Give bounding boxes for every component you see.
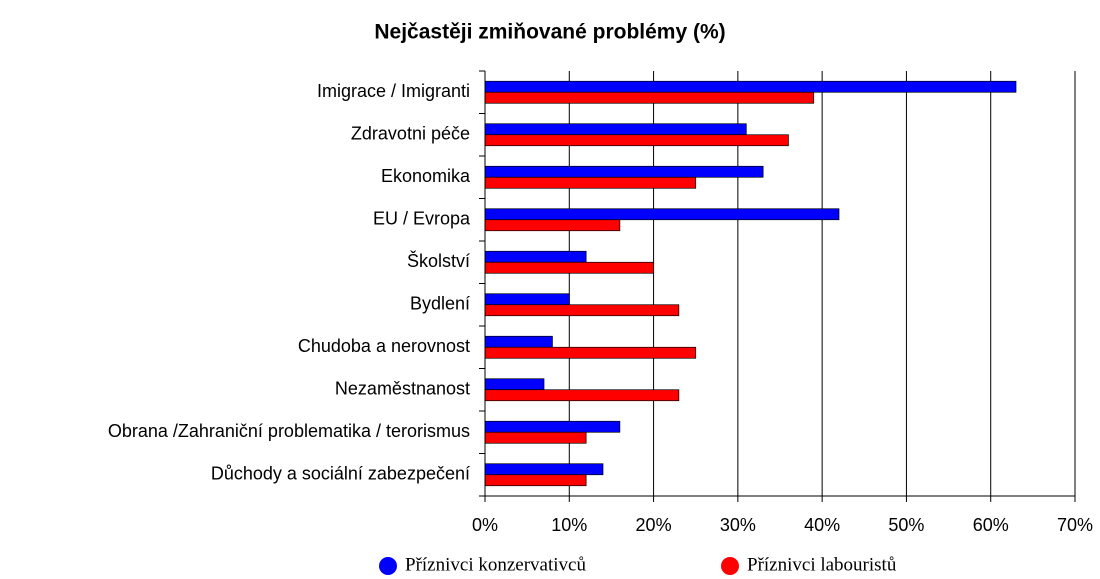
bar	[484, 378, 545, 391]
x-tick-label: 50%	[888, 515, 924, 535]
y-tick-label: Školství	[407, 250, 470, 271]
y-tick-label: Chudoba a nerovnost	[298, 336, 470, 356]
y-tick-label: Zdravotni péče	[351, 124, 470, 144]
bar	[484, 219, 621, 232]
bar	[484, 250, 587, 263]
bar	[484, 80, 1017, 93]
y-tick-label: Ekonomika	[381, 166, 471, 186]
bar	[484, 431, 587, 444]
legend-label: Příznivci labouristů	[747, 554, 897, 575]
x-tick-label: 40%	[804, 515, 840, 535]
bar	[484, 463, 604, 476]
y-tick-label: EU / Evropa	[373, 209, 471, 229]
x-tick-label: 10%	[551, 515, 587, 535]
x-tick-label: 0%	[472, 515, 498, 535]
bar	[484, 335, 553, 348]
chart-title: Nejčastěji zmiňované problémy (%)	[374, 21, 725, 44]
y-tick-label: Důchody a sociální zabezpečení	[211, 464, 470, 484]
y-tick-label: Imigrace / Imigranti	[317, 81, 470, 101]
bar	[484, 123, 747, 136]
bar	[484, 474, 587, 487]
y-tick-label: Nezaměstnanost	[335, 379, 470, 399]
bar	[484, 420, 621, 433]
x-tick-label: 60%	[973, 515, 1009, 535]
bar	[484, 389, 680, 402]
bar	[484, 165, 764, 178]
bar	[484, 134, 789, 147]
y-tick-label: Obrana /Zahraniční problematika / terori…	[108, 421, 470, 441]
x-tick-label: 20%	[636, 515, 672, 535]
bar	[484, 293, 570, 306]
legend-marker	[379, 557, 397, 575]
bar	[484, 304, 680, 317]
bar	[484, 261, 654, 274]
bar	[484, 91, 815, 104]
x-tick-label: 70%	[1057, 515, 1093, 535]
legend-marker	[721, 557, 739, 575]
y-tick-label: Bydlení	[410, 294, 470, 314]
legend-label: Příznivci konzervativců	[405, 554, 586, 575]
bar	[484, 346, 697, 359]
bar	[484, 208, 840, 221]
bar	[484, 176, 697, 189]
x-tick-label: 30%	[720, 515, 756, 535]
